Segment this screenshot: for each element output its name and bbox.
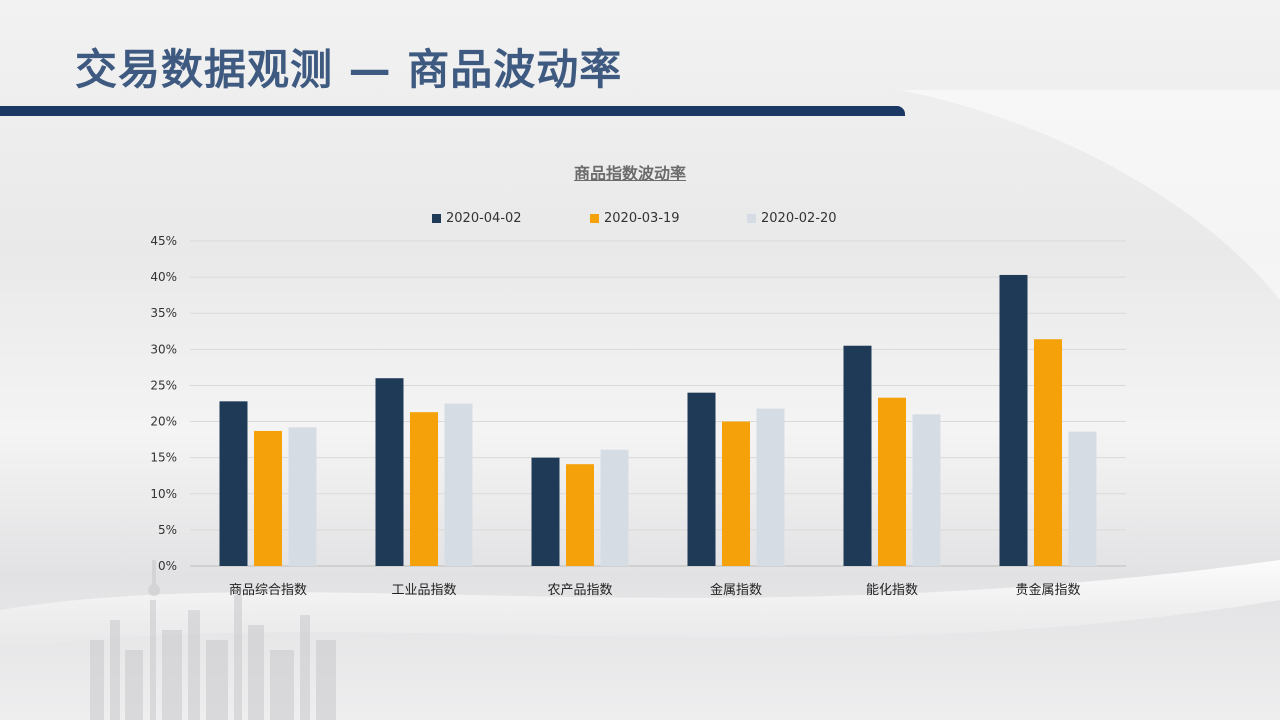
x-tick-label: 能化指数 [866, 583, 918, 598]
x-tick-label: 工业品指数 [391, 583, 456, 598]
bar-1-6 [999, 274, 1028, 566]
x-tick-label: 金属指数 [710, 582, 762, 598]
chart-legend: 2020-04-02 2020-03-19 2020-02-20 [0, 211, 1280, 231]
legend-item-series-1: 2020-04-02 [432, 211, 522, 226]
x-tick-label: 商品综合指数 [229, 583, 307, 598]
y-tick-label: 10% [150, 487, 177, 501]
bar-2-2 [410, 412, 438, 566]
bar-1-3 [531, 457, 560, 566]
y-tick-label: 0% [158, 559, 177, 573]
y-tick-label: 15% [150, 451, 177, 465]
legend-label-series-1: 2020-04-02 [446, 211, 522, 226]
legend-label-series-3: 2020-02-20 [761, 211, 837, 226]
bar-3-6 [1068, 431, 1097, 566]
legend-label-series-2: 2020-03-19 [604, 211, 680, 226]
bar-1-4 [687, 392, 716, 566]
bar-1-2 [375, 378, 404, 566]
bar-2-5 [878, 397, 906, 566]
y-tick-label: 5% [158, 523, 177, 537]
bar-1-1 [219, 401, 248, 566]
y-tick-label: 35% [150, 306, 177, 320]
legend-item-series-2: 2020-03-19 [590, 211, 680, 226]
bar-3-5 [912, 414, 941, 566]
title-underline-bar [0, 106, 905, 116]
x-tick-label: 农产品指数 [547, 583, 612, 598]
legend-swatch-series-2 [590, 214, 599, 223]
legend-swatch-series-1 [432, 214, 441, 223]
slide-title: 交易数据观测 — 商品波动率 [75, 45, 623, 94]
bar-3-1 [288, 427, 317, 566]
legend-item-series-3: 2020-02-20 [747, 211, 837, 226]
bar-3-2 [444, 403, 473, 566]
y-tick-label: 40% [150, 270, 177, 284]
y-tick-label: 30% [150, 342, 177, 356]
y-tick-label: 45% [150, 234, 177, 248]
x-tick-label: 贵金属指数 [1015, 582, 1080, 598]
legend-swatch-series-3 [747, 214, 756, 223]
bar-1-5 [843, 345, 872, 566]
bar-2-1 [254, 430, 282, 566]
chart-title: 商品指数波动率 [573, 164, 686, 183]
bar-3-4 [756, 408, 785, 566]
bar-2-3 [566, 464, 594, 566]
city-skyline-decoration [90, 560, 336, 720]
bar-2-4 [722, 421, 750, 566]
y-tick-label: 25% [150, 378, 177, 392]
bar-3-3 [600, 449, 629, 566]
y-tick-label: 20% [150, 415, 177, 429]
bar-2-6 [1034, 339, 1062, 566]
slide-header: 交易数据观测 — 商品波动率 [0, 0, 1280, 120]
